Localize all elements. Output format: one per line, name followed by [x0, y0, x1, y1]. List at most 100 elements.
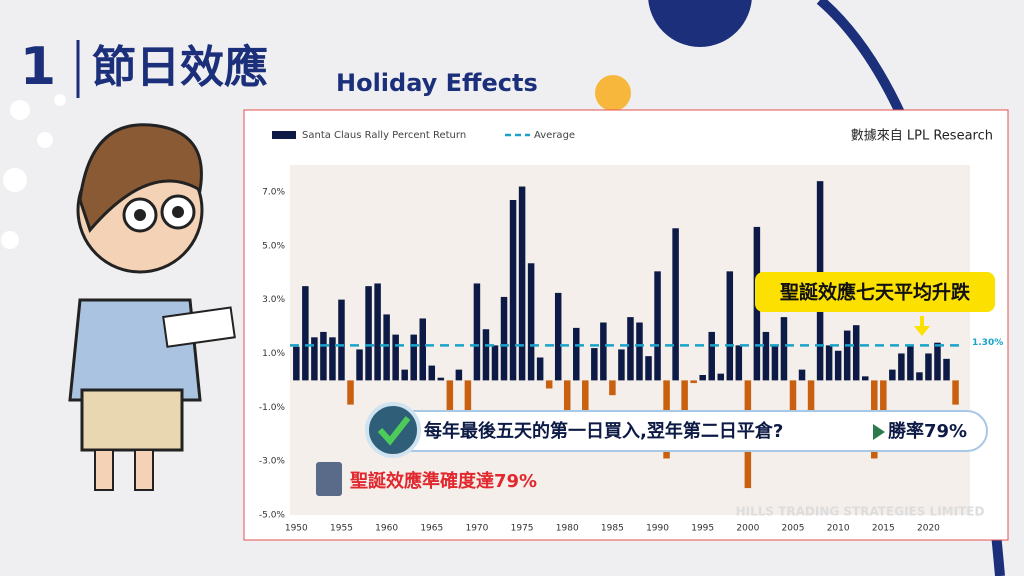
- y-tick-label: -1.0%: [259, 403, 286, 413]
- bar: [609, 380, 616, 396]
- bar: [536, 357, 544, 381]
- bar: [943, 358, 950, 381]
- source: 數據來自 LPL Research: [851, 129, 993, 144]
- x-tick-label: 1990: [646, 524, 669, 534]
- bar: [527, 263, 535, 381]
- bar: [645, 356, 652, 381]
- legend-swatch: [272, 131, 296, 139]
- bar: [482, 329, 490, 381]
- bar: [347, 380, 354, 405]
- bar: [861, 376, 869, 381]
- y-tick-label: 3.0%: [262, 295, 285, 305]
- character: [68, 123, 236, 491]
- x-tick-label: 2020: [917, 524, 940, 534]
- legend-label: Santa Claus Rally Percent Return: [302, 130, 466, 141]
- bar: [699, 375, 706, 381]
- calculator-icon: [316, 462, 342, 496]
- x-tick-label: 2000: [736, 524, 759, 534]
- bar: [302, 286, 309, 381]
- bar: [518, 186, 526, 381]
- x-tick-label: 1955: [330, 524, 353, 534]
- bar: [437, 377, 445, 381]
- deco-dots: [1, 94, 66, 249]
- bar: [401, 369, 408, 381]
- bar: [708, 331, 715, 381]
- bar: [726, 271, 734, 381]
- bar: [392, 334, 399, 381]
- bar: [509, 200, 517, 381]
- callout-box: [755, 272, 995, 312]
- bar: [320, 331, 327, 381]
- bar: [771, 345, 779, 381]
- x-tick-label: 1995: [691, 524, 714, 534]
- check-icon: [365, 402, 421, 458]
- bar: [329, 337, 336, 381]
- bar: [843, 330, 851, 381]
- bar: [798, 369, 806, 381]
- bar: [880, 380, 887, 410]
- bar: [500, 296, 508, 381]
- bar: [311, 337, 318, 381]
- deco-circle: [595, 75, 631, 111]
- x-tick-label: 1965: [420, 524, 443, 534]
- x-tick-label: 1970: [465, 524, 488, 534]
- y-tick-label: -3.0%: [259, 457, 286, 467]
- bar: [916, 372, 923, 381]
- bar: [428, 365, 436, 381]
- bar: [825, 345, 833, 381]
- bar: [780, 317, 788, 381]
- x-tick-label: 1980: [556, 524, 579, 534]
- x-tick-label: 2010: [827, 524, 850, 534]
- bar: [473, 283, 481, 381]
- x-tick-label: 2005: [782, 524, 805, 534]
- callout-text: 聖誕效應七天平均升跌: [780, 281, 971, 304]
- x-tick-label: 2015: [872, 524, 895, 534]
- bar: [672, 228, 679, 381]
- y-tick-label: 1.0%: [262, 349, 285, 359]
- bar: [934, 342, 941, 381]
- bar: [925, 353, 932, 381]
- bar: [419, 318, 426, 381]
- bar: [627, 317, 634, 381]
- banner-rate: 勝率79%: [888, 420, 967, 442]
- bar: [654, 271, 661, 381]
- bar: [545, 380, 553, 389]
- bar: [464, 380, 472, 410]
- bar: [907, 345, 914, 381]
- bar: [374, 283, 381, 381]
- bar: [618, 349, 625, 381]
- check-mark: [377, 416, 411, 446]
- bar: [582, 380, 589, 412]
- slide-subtitle: Holiday Effects: [336, 69, 538, 97]
- x-tick-label: 1960: [375, 524, 398, 534]
- bar: [600, 322, 607, 381]
- bar: [491, 345, 499, 381]
- bar: [410, 334, 417, 381]
- bar: [852, 325, 860, 381]
- bar: [807, 380, 815, 410]
- x-tick-label: 1950: [285, 524, 308, 534]
- bar: [898, 353, 905, 381]
- watermark: HILLS TRADING STRATEGIES LIMITED: [736, 505, 985, 519]
- y-tick-label: 5.0%: [262, 241, 285, 251]
- bar: [563, 380, 571, 412]
- bar: [293, 346, 300, 381]
- slide-number: 1: [20, 37, 56, 97]
- average-label: 1.30%: [972, 338, 1003, 348]
- bar: [889, 369, 896, 381]
- deco-circle: [648, 0, 752, 47]
- bar: [735, 345, 743, 381]
- bar: [446, 380, 454, 412]
- y-tick-label: -5.0%: [259, 511, 286, 521]
- bar: [952, 380, 959, 405]
- bar: [636, 322, 643, 381]
- note: 聖誕效應準確度達79%: [350, 470, 537, 492]
- bar: [762, 331, 770, 381]
- legend-label: Average: [534, 130, 575, 141]
- bar: [690, 380, 697, 384]
- callout-arrow: [914, 316, 930, 336]
- bar: [717, 373, 725, 381]
